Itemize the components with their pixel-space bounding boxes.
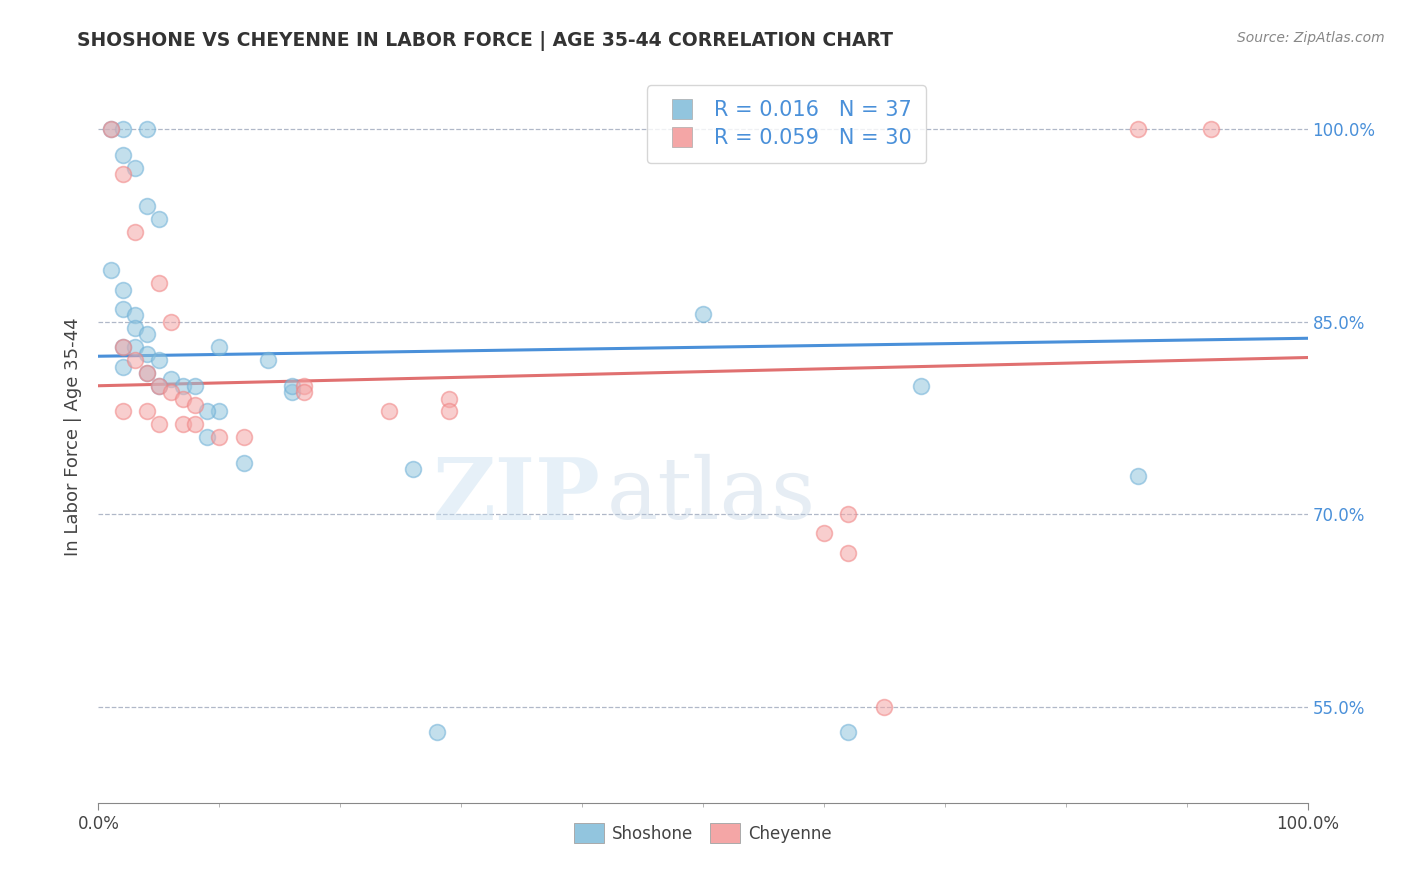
Point	[111, 122, 134, 136]
Point	[208, 430, 231, 444]
Point	[426, 725, 449, 739]
Point	[281, 378, 304, 392]
Point	[148, 378, 170, 392]
Text: SHOSHONE VS CHEYENNE IN LABOR FORCE | AGE 35-44 CORRELATION CHART: SHOSHONE VS CHEYENNE IN LABOR FORCE | AG…	[77, 31, 893, 51]
Point	[837, 725, 859, 739]
Point	[111, 283, 134, 297]
Point	[148, 211, 170, 226]
Point	[837, 507, 859, 521]
Point	[124, 340, 146, 354]
Point	[148, 276, 170, 290]
Point	[135, 366, 157, 380]
Point	[111, 359, 134, 374]
Point	[292, 385, 315, 400]
Point	[111, 340, 134, 354]
Point	[111, 340, 134, 354]
Text: atlas: atlas	[606, 454, 815, 537]
Point	[837, 545, 859, 559]
Point	[124, 225, 146, 239]
Point	[111, 404, 134, 418]
Point	[402, 462, 425, 476]
Point	[1199, 122, 1222, 136]
Point	[124, 308, 146, 322]
Point	[160, 372, 183, 386]
Point	[135, 404, 157, 418]
Point	[124, 321, 146, 335]
Point	[281, 385, 304, 400]
Point	[195, 404, 218, 418]
Y-axis label: In Labor Force | Age 35-44: In Labor Force | Age 35-44	[63, 318, 82, 557]
Point	[184, 378, 207, 392]
Point	[160, 315, 183, 329]
Point	[256, 353, 278, 368]
Point	[910, 378, 932, 392]
Point	[124, 353, 146, 368]
Point	[377, 404, 399, 418]
Point	[208, 340, 231, 354]
Point	[135, 346, 157, 360]
Point	[437, 392, 460, 406]
Point	[111, 301, 134, 316]
Text: ZIP: ZIP	[433, 454, 600, 538]
Point	[160, 385, 183, 400]
Point	[184, 417, 207, 432]
Point	[124, 161, 146, 175]
Point	[172, 392, 194, 406]
Point	[1128, 468, 1150, 483]
Point	[100, 122, 122, 136]
Point	[100, 263, 122, 277]
Point	[437, 404, 460, 418]
Point	[692, 307, 714, 321]
Point	[1128, 122, 1150, 136]
Point	[232, 456, 254, 470]
Point	[172, 417, 194, 432]
Point	[100, 122, 122, 136]
Point	[813, 526, 835, 541]
Point	[292, 378, 315, 392]
Point	[195, 430, 218, 444]
Point	[232, 430, 254, 444]
Point	[135, 199, 157, 213]
Point	[135, 122, 157, 136]
Legend: Shoshone, Cheyenne: Shoshone, Cheyenne	[567, 817, 839, 849]
Point	[873, 699, 896, 714]
Point	[135, 327, 157, 342]
Point	[148, 353, 170, 368]
Point	[148, 378, 170, 392]
Point	[111, 167, 134, 181]
Point	[208, 404, 231, 418]
Text: Source: ZipAtlas.com: Source: ZipAtlas.com	[1237, 31, 1385, 45]
Point	[135, 366, 157, 380]
Point	[111, 148, 134, 162]
Point	[172, 378, 194, 392]
Point	[184, 398, 207, 412]
Point	[148, 417, 170, 432]
